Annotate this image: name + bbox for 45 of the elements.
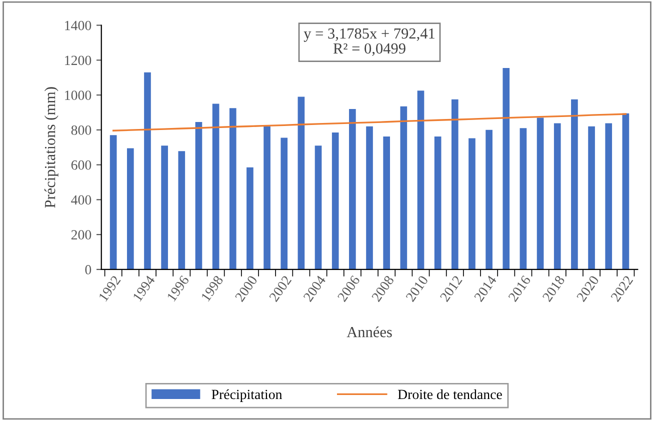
- y-tick-label: 1000: [65, 90, 92, 100]
- bar: [383, 136, 390, 270]
- bar: [502, 68, 510, 270]
- bar: [588, 126, 595, 270]
- bar: [468, 138, 476, 270]
- bar: [110, 135, 117, 270]
- bar: [161, 146, 168, 270]
- bar: [554, 123, 561, 270]
- bar: [126, 148, 134, 270]
- y-axis-title: Précipitations (mm): [44, 87, 58, 208]
- bar: [212, 104, 220, 270]
- y-tick-label: 200: [71, 230, 92, 240]
- bar: [571, 99, 578, 270]
- legend-label: Droite de tendance: [398, 389, 502, 400]
- bar: [622, 113, 630, 270]
- bar: [400, 106, 408, 270]
- bar: [366, 126, 373, 270]
- bar: [451, 99, 458, 270]
- y-tick-label: 0: [85, 265, 92, 274]
- bar: [178, 151, 186, 270]
- bar: [144, 72, 151, 270]
- bar: [520, 128, 527, 270]
- bar: [195, 122, 202, 270]
- bar: [605, 123, 612, 270]
- line-series: [112, 113, 627, 132]
- legend-label: Précipitation: [212, 389, 282, 402]
- y-tick-label: 1200: [65, 56, 92, 66]
- bar: [298, 96, 305, 270]
- bar: [434, 136, 442, 270]
- annotation: y = 3,1785x + 792,41 R² = 0,0499: [304, 28, 434, 56]
- bar: [246, 167, 254, 270]
- bar: [536, 118, 544, 270]
- bar: [229, 108, 236, 270]
- bar: [280, 138, 288, 270]
- y-tick-label: 600: [71, 160, 92, 170]
- bar: [486, 130, 492, 270]
- bar: [314, 146, 322, 270]
- y-tick-label: 800: [71, 125, 92, 135]
- bar: [264, 126, 270, 270]
- x-axis-title: Années: [346, 326, 392, 338]
- bar: [417, 90, 424, 270]
- y-tick-label: 400: [71, 195, 92, 205]
- bar: [349, 108, 356, 270]
- bar: [332, 132, 339, 270]
- y-tick-label: 1400: [65, 20, 92, 30]
